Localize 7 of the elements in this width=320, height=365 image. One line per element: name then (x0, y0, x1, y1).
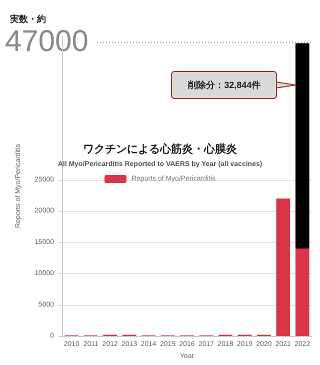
annotation: 削除分：32,844件 (171, 71, 278, 99)
ref-line-label: 47000 (5, 24, 88, 58)
text: ワクチンによる心筋炎・心膜炎 (83, 142, 238, 156)
bar (295, 43, 310, 248)
text: 実数・約 (9, 14, 46, 24)
bar (276, 198, 290, 336)
bar (295, 248, 310, 336)
